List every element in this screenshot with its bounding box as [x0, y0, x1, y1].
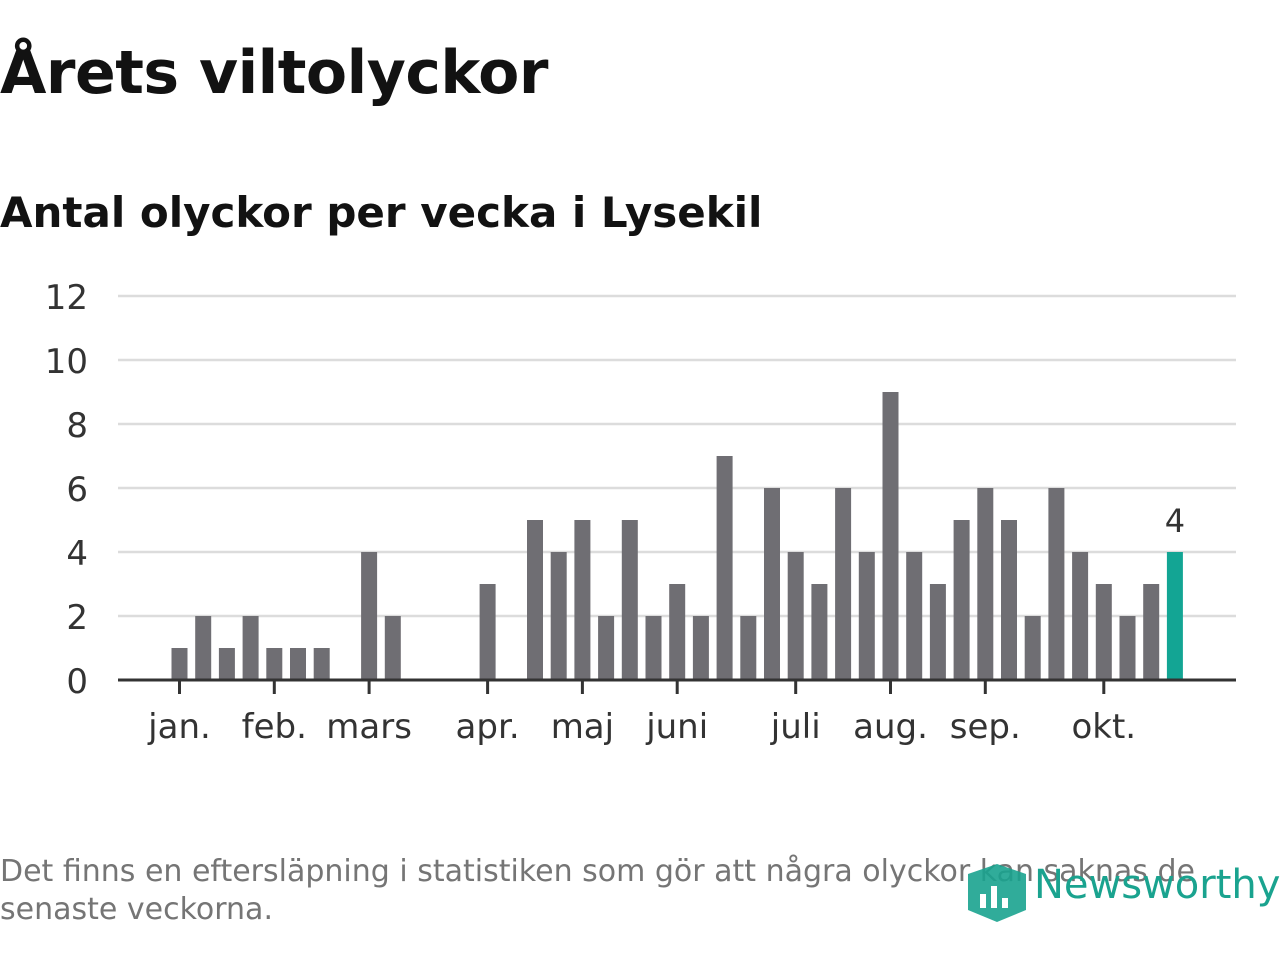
bar — [313, 648, 330, 680]
x-tick-label: apr. — [456, 707, 520, 747]
bar — [1119, 616, 1136, 680]
bar — [716, 456, 733, 680]
bar — [645, 616, 662, 680]
chart-title: Årets viltolyckor — [0, 38, 549, 108]
bar — [669, 584, 686, 680]
grid-lines — [118, 294, 1236, 618]
bar — [1001, 520, 1017, 680]
bars — [171, 392, 1183, 680]
x-tick-label: juli — [770, 707, 821, 747]
bar — [811, 584, 828, 680]
x-axis-ticks: jan. feb. mars apr. maj juni juli aug. sep. okt. — [147, 680, 1136, 747]
y-tick-label: 8 — [66, 406, 88, 446]
bar — [740, 616, 757, 680]
bar — [1072, 552, 1089, 680]
bar — [218, 648, 235, 680]
bar — [550, 552, 567, 680]
bar-chart: 0 2 4 6 8 10 12 jan. feb. mars apr. maj juni juli aug… — [45, 278, 1236, 747]
newsworthy-logo: Newsworthy — [964, 860, 1280, 926]
y-axis-ticks: 0 2 4 6 8 10 12 — [45, 278, 88, 702]
bar — [621, 520, 638, 680]
x-tick-label: mars — [326, 707, 412, 747]
x-tick-label: juni — [645, 707, 708, 747]
bar — [266, 648, 283, 680]
bar-highlight — [1166, 552, 1183, 680]
bar — [574, 520, 591, 680]
bar — [598, 616, 615, 680]
bar — [527, 520, 543, 680]
x-tick-label: aug. — [853, 707, 928, 747]
highlight-value-label: 4 — [1165, 502, 1185, 540]
bar — [764, 488, 780, 680]
bar — [953, 520, 970, 680]
x-tick-label: feb. — [242, 707, 307, 747]
y-tick-label: 6 — [66, 470, 88, 510]
bar — [1095, 584, 1112, 680]
logo-text: Newsworthy — [1034, 862, 1280, 908]
data-labels: 4 — [1165, 502, 1185, 540]
y-tick-label: 4 — [66, 534, 88, 574]
bar — [835, 488, 852, 680]
bar — [787, 552, 804, 680]
bar — [929, 584, 946, 680]
x-tick-label: sep. — [950, 707, 1021, 747]
chart-subtitle: Antal olyckor per vecka i Lysekil — [0, 188, 763, 237]
bar — [906, 552, 923, 680]
y-tick-label: 12 — [45, 278, 88, 318]
y-tick-label: 2 — [66, 598, 88, 638]
bar — [977, 488, 994, 680]
bar — [858, 552, 875, 680]
bar — [242, 616, 259, 680]
bar — [1024, 616, 1041, 680]
bar — [1048, 488, 1065, 680]
bar — [171, 648, 188, 680]
x-tick-label: jan. — [147, 707, 211, 747]
bar — [195, 616, 212, 680]
x-tick-label: maj — [551, 707, 614, 747]
y-tick-label: 0 — [66, 662, 88, 702]
bar — [361, 552, 378, 680]
bar — [384, 616, 401, 680]
bar — [1143, 584, 1160, 680]
bar — [290, 648, 306, 680]
bar — [882, 392, 899, 680]
bar — [479, 584, 496, 680]
y-tick-label: 10 — [45, 342, 88, 382]
newsworthy-logo-icon — [968, 864, 1026, 922]
bar — [692, 616, 709, 680]
x-tick-label: okt. — [1071, 707, 1136, 747]
